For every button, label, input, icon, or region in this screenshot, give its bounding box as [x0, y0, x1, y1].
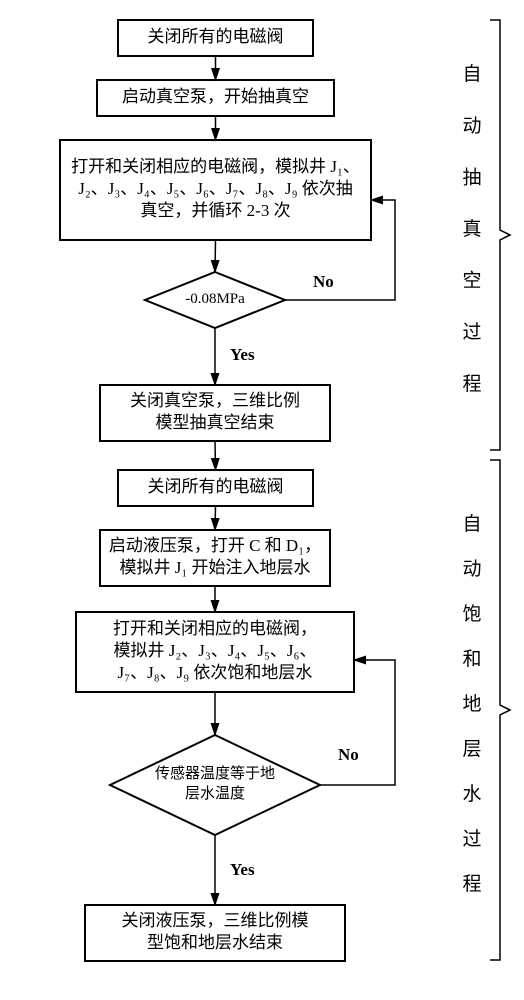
- edge-label: Yes: [230, 860, 255, 879]
- svg-text:启动真空泵，开始抽真空: 启动真空泵，开始抽真空: [122, 87, 309, 106]
- section-label: 自动抽真空过程: [462, 63, 481, 395]
- flow-arrow: [215, 506, 216, 530]
- edge-label: No: [313, 272, 334, 291]
- section-bracket: [490, 460, 510, 960]
- svg-text:-0.08MPa: -0.08MPa: [185, 291, 245, 307]
- section-bracket: [490, 20, 510, 450]
- edge-label: No: [338, 745, 359, 764]
- edge-label: Yes: [230, 345, 255, 364]
- svg-text:打开和关闭相应的电磁阀，模拟井 J₂、J₃、J₄、J₅、J₆: 打开和关闭相应的电磁阀，模拟井 J₂、J₃、J₄、J₅、J₆、J₇、J₈、J₉ …: [113, 619, 317, 682]
- flow-arrow: [215, 240, 216, 272]
- section-label: 自动饱和地层水过程: [462, 513, 481, 895]
- svg-text:关闭所有的电磁阀: 关闭所有的电磁阀: [148, 477, 284, 496]
- flow-arrow: [215, 441, 216, 470]
- flow-decision: [110, 735, 320, 835]
- svg-text:关闭所有的电磁阀: 关闭所有的电磁阀: [148, 27, 284, 46]
